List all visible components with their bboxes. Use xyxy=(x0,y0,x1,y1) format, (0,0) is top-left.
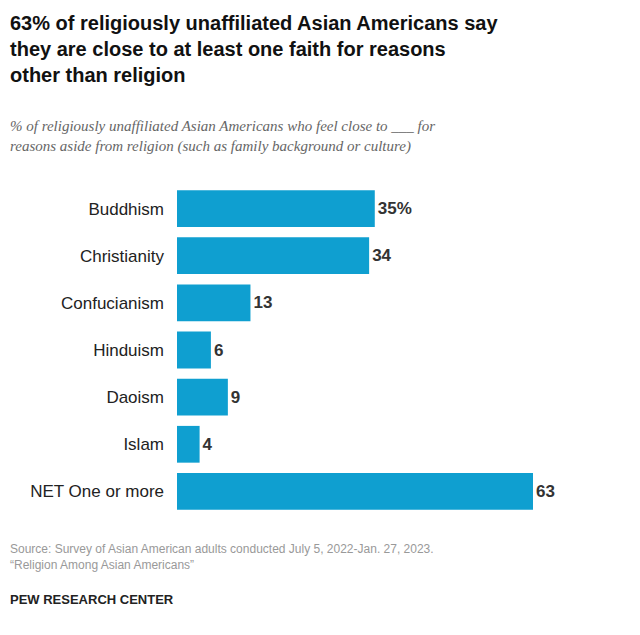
svg-text:Daoism: Daoism xyxy=(106,388,164,407)
svg-text:35%: 35% xyxy=(378,199,412,218)
svg-text:Confucianism: Confucianism xyxy=(61,294,164,313)
svg-text:PEW RESEARCH CENTER: PEW RESEARCH CENTER xyxy=(10,592,174,607)
svg-text:NET One or more: NET One or more xyxy=(30,482,164,501)
svg-text:Buddhism: Buddhism xyxy=(88,200,164,219)
svg-text:4: 4 xyxy=(203,435,213,454)
svg-text:6: 6 xyxy=(214,341,223,360)
svg-text:Hinduism: Hinduism xyxy=(93,341,164,360)
svg-text:34: 34 xyxy=(372,246,391,265)
svg-text:Christianity: Christianity xyxy=(80,247,165,266)
svg-text:Source: Survey of Asian Americ: Source: Survey of Asian American adults … xyxy=(10,542,434,572)
svg-text:63: 63 xyxy=(536,482,555,501)
svg-text:Islam: Islam xyxy=(123,435,164,454)
svg-text:13: 13 xyxy=(253,293,272,312)
svg-text:% of religiously unaffiliated: % of religiously unaffiliated Asian Amer… xyxy=(10,118,435,155)
svg-text:63% of religiously unaffiliate: 63% of religiously unaffiliated Asian Am… xyxy=(10,12,498,86)
svg-text:9: 9 xyxy=(231,388,240,407)
